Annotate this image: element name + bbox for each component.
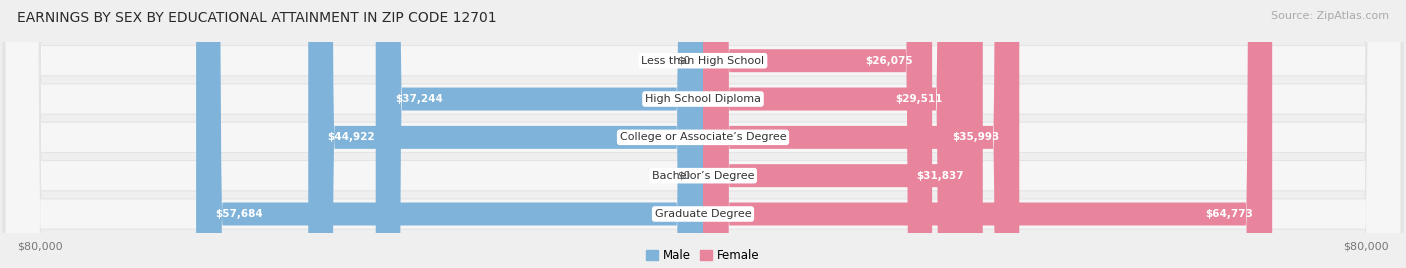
FancyBboxPatch shape	[3, 0, 1403, 268]
Text: Less than High School: Less than High School	[641, 56, 765, 66]
Text: $44,922: $44,922	[328, 132, 375, 142]
Text: $0: $0	[676, 56, 690, 66]
Text: $80,000: $80,000	[17, 241, 62, 251]
Text: $0: $0	[676, 171, 690, 181]
Text: EARNINGS BY SEX BY EDUCATIONAL ATTAINMENT IN ZIP CODE 12701: EARNINGS BY SEX BY EDUCATIONAL ATTAINMEN…	[17, 11, 496, 25]
FancyBboxPatch shape	[3, 0, 1403, 268]
Text: Graduate Degree: Graduate Degree	[655, 209, 751, 219]
Legend: Male, Female: Male, Female	[647, 249, 759, 262]
FancyBboxPatch shape	[703, 0, 1019, 268]
FancyBboxPatch shape	[6, 0, 1400, 268]
FancyBboxPatch shape	[308, 0, 703, 268]
FancyBboxPatch shape	[6, 0, 1400, 268]
FancyBboxPatch shape	[703, 0, 1272, 268]
Text: College or Associate’s Degree: College or Associate’s Degree	[620, 132, 786, 142]
FancyBboxPatch shape	[6, 0, 1400, 268]
FancyBboxPatch shape	[6, 0, 1400, 268]
Text: $37,244: $37,244	[395, 94, 443, 104]
FancyBboxPatch shape	[6, 0, 1400, 268]
FancyBboxPatch shape	[3, 0, 1403, 268]
FancyBboxPatch shape	[703, 0, 962, 268]
FancyBboxPatch shape	[703, 0, 932, 268]
FancyBboxPatch shape	[375, 0, 703, 268]
Text: Source: ZipAtlas.com: Source: ZipAtlas.com	[1271, 11, 1389, 21]
FancyBboxPatch shape	[3, 0, 1403, 268]
Text: $31,837: $31,837	[915, 171, 963, 181]
Text: $64,773: $64,773	[1205, 209, 1253, 219]
Text: $57,684: $57,684	[215, 209, 263, 219]
Text: $26,075: $26,075	[865, 56, 912, 66]
FancyBboxPatch shape	[3, 0, 1403, 268]
Text: $35,993: $35,993	[953, 132, 1000, 142]
Text: High School Diploma: High School Diploma	[645, 94, 761, 104]
FancyBboxPatch shape	[703, 0, 983, 268]
Text: $80,000: $80,000	[1344, 241, 1389, 251]
Text: Bachelor’s Degree: Bachelor’s Degree	[652, 171, 754, 181]
Text: $29,511: $29,511	[896, 94, 943, 104]
FancyBboxPatch shape	[195, 0, 703, 268]
